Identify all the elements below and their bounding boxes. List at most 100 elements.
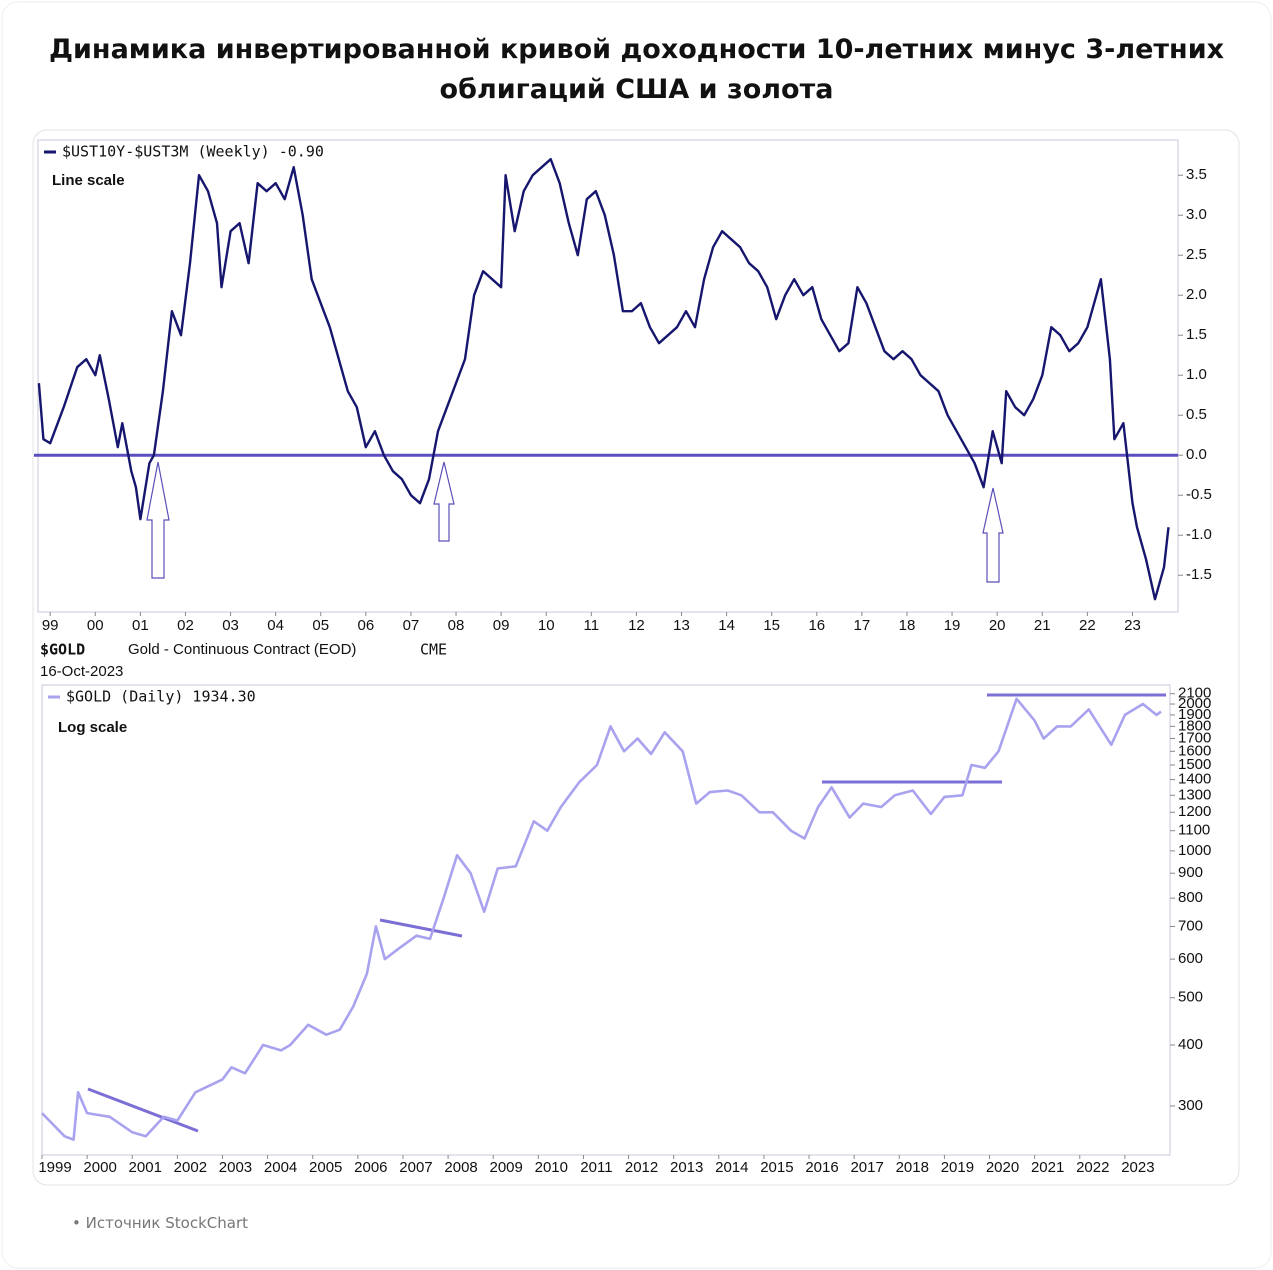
y-tick-label: 500 [1178, 989, 1203, 1006]
x-tick-label: 17 [854, 617, 871, 634]
y-tick-label: 1500 [1178, 756, 1211, 773]
annotation: Line scale [52, 172, 125, 189]
x-tick-label: 12 [628, 617, 645, 634]
date: 16-Oct-2023 [40, 663, 123, 680]
y-tick-label: 1400 [1178, 771, 1211, 788]
x-tick-label: 2014 [715, 1159, 748, 1176]
x-tick-label: 04 [267, 617, 284, 634]
x-tick-label: 09 [493, 617, 510, 634]
plot-frame [41, 684, 1171, 1156]
y-tick-label: 700 [1178, 917, 1203, 934]
x-tick-label: 2003 [219, 1159, 252, 1176]
x-tick-label: 2017 [850, 1159, 883, 1176]
y-tick-label: 1900 [1178, 706, 1211, 723]
y-tick-label: 1700 [1178, 729, 1211, 746]
x-tick-label: 13 [673, 617, 690, 634]
plot-frame [37, 139, 1179, 613]
y-tick-label: 1300 [1178, 786, 1211, 803]
y-tick-label: 600 [1178, 950, 1203, 967]
y-tick-label: 2100 [1178, 685, 1211, 702]
y-tick-label: 400 [1178, 1036, 1203, 1053]
y-tick-label: 1800 [1178, 717, 1211, 734]
page-title: Динамика инвертированной кривой доходнос… [48, 34, 1225, 105]
x-tick-label: 2015 [760, 1159, 793, 1176]
y-tick-label: 1000 [1178, 842, 1211, 859]
x-tick-label: 2001 [129, 1159, 162, 1176]
symbol: $GOLD [40, 641, 85, 659]
x-tick-label: 2006 [354, 1159, 387, 1176]
x-tick-label: 05 [312, 617, 329, 634]
x-tick-label: 06 [357, 617, 374, 634]
x-tick-label: 2020 [986, 1159, 1019, 1176]
x-tick-label: 2013 [670, 1159, 703, 1176]
trend-line [379, 918, 463, 938]
y-tick-label: -1.5 [1186, 566, 1212, 583]
y-tick-label: 2.0 [1186, 286, 1207, 303]
y-tick-label: 900 [1178, 864, 1203, 881]
x-tick-label: 2012 [625, 1159, 658, 1176]
x-tick-label: 02 [177, 617, 194, 634]
y-tick-label: 800 [1178, 889, 1203, 906]
y-tick-label: 2.5 [1186, 246, 1207, 263]
x-tick-label: 2007 [399, 1159, 432, 1176]
y-tick-label: -1.0 [1186, 526, 1212, 543]
subtitle: Gold - Continuous Contract (EOD) [128, 641, 356, 658]
x-tick-label: 21 [1034, 617, 1051, 634]
legend-label: $UST10Y-$UST3M (Weekly) -0.90 [62, 143, 324, 161]
exchange: CME [420, 641, 447, 659]
x-tick-label: 2018 [896, 1159, 929, 1176]
x-tick-label: 99 [42, 617, 59, 634]
x-tick-label: 2022 [1076, 1159, 1109, 1176]
source-text: Источник StockChart [85, 1214, 248, 1232]
x-tick-label: 15 [763, 617, 780, 634]
x-tick-label: 2016 [805, 1159, 838, 1176]
x-tick-label: 00 [87, 617, 104, 634]
y-tick-label: -0.5 [1186, 486, 1212, 503]
y-tick-label: 0.5 [1186, 406, 1207, 423]
x-tick-label: 2002 [174, 1159, 207, 1176]
x-tick-label: 2010 [535, 1159, 568, 1176]
y-tick-label: 1100 [1178, 822, 1210, 839]
x-tick-label: 18 [899, 617, 916, 634]
x-tick-label: 01 [132, 617, 149, 634]
arrow [982, 487, 1004, 583]
arrow [146, 461, 170, 579]
x-tick-label: 11 [584, 617, 600, 634]
y-tick-label: 3.0 [1186, 206, 1207, 223]
x-tick-label: 16 [808, 617, 825, 634]
annotation: Log scale [58, 719, 127, 736]
x-tick-label: 03 [222, 617, 239, 634]
arrow [433, 461, 455, 542]
arrows [146, 461, 1004, 583]
x-tick-label: 2004 [264, 1159, 297, 1176]
x-tick-label: 07 [403, 617, 420, 634]
x-tick-label: 2019 [941, 1159, 974, 1176]
series-line [41, 697, 1162, 1141]
x-tick-label: 2000 [83, 1159, 116, 1176]
y-tick-label: 1.5 [1186, 326, 1207, 343]
x-tick-label: 1999 [38, 1159, 71, 1176]
source: • Источник StockChart [72, 1214, 248, 1232]
y-tick-label: 0.0 [1186, 446, 1207, 463]
x-tick-label: 23 [1124, 617, 1141, 634]
y-tick-label: 300 [1178, 1097, 1203, 1114]
x-tick-label: 22 [1079, 617, 1096, 634]
y-tick-label: 1200 [1178, 803, 1211, 820]
x-tick-label: 2005 [309, 1159, 342, 1176]
x-tick-label: 10 [538, 617, 555, 634]
y-tick-label: 1600 [1178, 742, 1211, 759]
x-tick-label: 19 [944, 617, 961, 634]
x-tick-label: 2008 [444, 1159, 477, 1176]
x-tick-label: 2021 [1031, 1159, 1064, 1176]
legend-label: $GOLD (Daily) 1934.30 [66, 688, 256, 706]
x-tick-label: 20 [989, 617, 1006, 634]
x-tick-label: 14 [718, 617, 735, 634]
y-tick-label: 3.5 [1186, 166, 1207, 183]
x-tick-label: 2023 [1121, 1159, 1154, 1176]
trend-line [87, 1087, 199, 1133]
y-tick-label: 2000 [1178, 695, 1211, 712]
x-tick-label: 08 [448, 617, 465, 634]
